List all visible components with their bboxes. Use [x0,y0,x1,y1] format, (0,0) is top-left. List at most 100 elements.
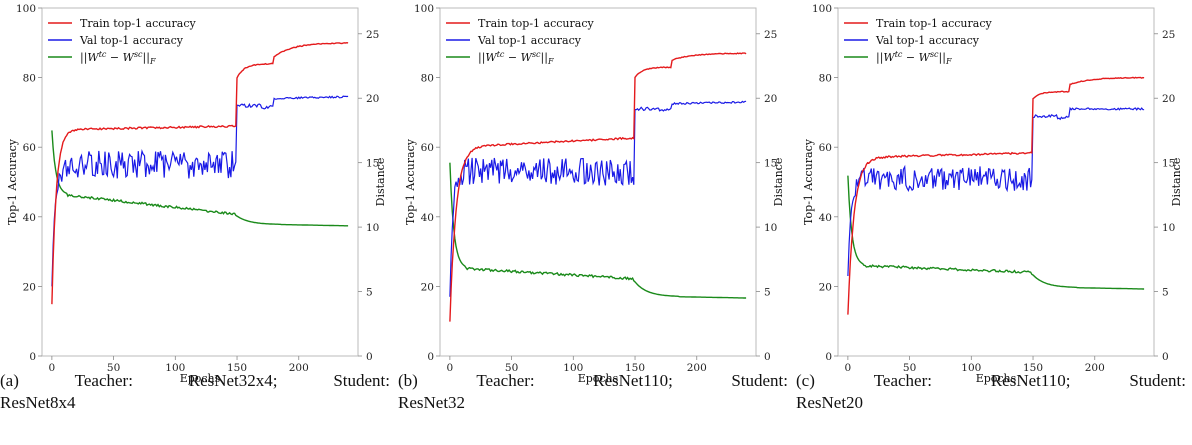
chart-panel-a: 0 50 100 150 200 0 20 40 60 80 100 0 5 10 15 20 25 Epochs… [0,0,390,445]
y-tick-label: 0 [427,351,434,363]
x-tick-label: 200 [687,362,707,374]
caption-student-word: Student: [333,371,390,390]
series-train-line [847,76,1145,315]
legend-train-entry-label: Train top-1 accuracy [80,17,196,30]
plot-frame [41,7,359,357]
caption-student-word: Student: [1129,371,1186,390]
x-tick-label: 200 [289,362,309,374]
caption-b: (b) Teacher: ResNet110; Student: ResNet3… [398,370,788,414]
y-tick-label: 100 [414,3,434,15]
y-tick-label: 20 [421,281,434,293]
legend-distance-entry-label: ||Wtc − Wsc||F [80,50,156,66]
x-tick-label: 100 [961,362,981,374]
x-tick-label: 150 [227,362,247,374]
y2-tick-label: 0 [764,351,771,363]
y2-tick-label: 15 [366,158,379,170]
legend-train-entry-label: Train top-1 accuracy [478,17,594,30]
x-tick-label: 100 [165,362,185,374]
y-tick-label: 80 [23,73,36,85]
y-tick-label: 40 [421,212,434,224]
x-tick-label: 0 [447,362,454,374]
x-tick-label: 200 [1085,362,1105,374]
series-distance-line [51,130,349,227]
y2-tick-label: 10 [1162,222,1175,234]
chart-panel-b: 0 50 100 150 200 0 20 40 60 80 100 0 5 10 15 20 25 Epochs… [398,0,788,445]
y-tick-label: 60 [819,142,832,154]
series-val-line [449,100,747,297]
x-tick-label: 0 [845,362,852,374]
caption-label: (b) [398,371,418,390]
series-distance-line [449,162,747,299]
caption-student-model: ResNet20 [796,393,864,412]
plot-frame [837,7,1155,357]
caption-label: (a) [0,371,19,390]
x-tick-label: 150 [1023,362,1043,374]
y-tick-label: 20 [23,281,36,293]
y-tick-label: 40 [23,212,36,224]
chart-a: 0 50 100 150 200 0 20 40 60 80 100 0 5 10 15 20 25 Epochs… [6,3,387,385]
x-tick-label: 0 [49,362,56,374]
x-axis-label: Epochs [578,372,619,385]
y-tick-label: 80 [421,73,434,85]
y-tick-label: 0 [29,351,36,363]
y-axis-label: Top-1 Accuracy [404,138,417,225]
caption-student-model: ResNet8x4 [0,393,76,412]
y2-tick-label: 10 [366,222,379,234]
y2-tick-label: 5 [1162,287,1169,299]
legend-val-entry-label: Val top-1 accuracy [477,34,582,47]
y-tick-label: 100 [812,3,832,15]
x-axis-label: Epochs [180,372,221,385]
caption-teacher-word: Teacher: [873,371,932,390]
legend-train-entry-label: Train top-1 accuracy [876,17,992,30]
y2-tick-label: 15 [764,158,777,170]
caption-a: (a) Teacher: ResNet32x4; Student: ResNet… [0,370,390,414]
y2-tick-label: 20 [366,93,379,105]
x-tick-label: 50 [903,362,916,374]
x-tick-label: 50 [107,362,120,374]
y-tick-label: 80 [819,73,832,85]
caption-teacher-model: ResNet32x4; [188,371,278,390]
y2-tick-label: 20 [764,93,777,105]
caption-c: (c) Teacher: ResNet110; Student: ResNet2… [796,370,1186,414]
y-tick-label: 20 [819,281,832,293]
caption-student-word: Student: [731,371,788,390]
y2-tick-label: 0 [366,351,373,363]
y2-tick-label: 25 [366,29,379,41]
series-distance-line [847,175,1145,290]
series-val-line [847,106,1145,277]
y-tick-label: 60 [421,142,434,154]
y2-tick-label: 5 [366,287,373,299]
chart-c: 0 50 100 150 200 0 20 40 60 80 100 0 5 10 15 20 25 Epochs… [802,3,1183,385]
x-tick-label: 50 [505,362,518,374]
y2-tick-label: 10 [764,222,777,234]
y2-tick-label: 0 [1162,351,1169,363]
caption-teacher-model: ResNet110; [593,371,673,390]
y-tick-label: 100 [16,3,36,15]
y-axis-label: Top-1 Accuracy [802,138,815,225]
series-train-line [51,41,349,305]
y-tick-label: 0 [825,351,832,363]
x-axis-label: Epochs [976,372,1017,385]
y2-tick-label: 15 [1162,158,1175,170]
y-axis-label: Top-1 Accuracy [6,138,19,225]
chart-panel-c: 0 50 100 150 200 0 20 40 60 80 100 0 5 10 15 20 25 Epochs… [796,0,1186,445]
x-tick-label: 150 [625,362,645,374]
y2-tick-label: 20 [1162,93,1175,105]
series-train-line [449,52,747,322]
chart-b: 0 50 100 150 200 0 20 40 60 80 100 0 5 10 15 20 25 Epochs… [404,3,785,385]
caption-teacher-model: ResNet110; [990,371,1071,390]
y2-tick-label: 5 [764,287,771,299]
y2-axis-label: Distance [374,158,387,207]
y2-axis-label: Distance [1170,158,1183,207]
y-tick-label: 60 [23,142,36,154]
legend-distance-entry-label: ||Wtc − Wsc||F [478,50,554,66]
series-val-line [51,95,349,287]
legend-val-entry-label: Val top-1 accuracy [79,34,184,47]
caption-label: (c) [796,371,815,390]
legend-val-entry-label: Val top-1 accuracy [875,34,980,47]
legend-distance-entry-label: ||Wtc − Wsc||F [876,50,952,66]
y2-tick-label: 25 [1162,29,1175,41]
y2-axis-label: Distance [772,158,785,207]
caption-teacher-word: Teacher: [74,371,133,390]
plot-frame [439,7,757,357]
